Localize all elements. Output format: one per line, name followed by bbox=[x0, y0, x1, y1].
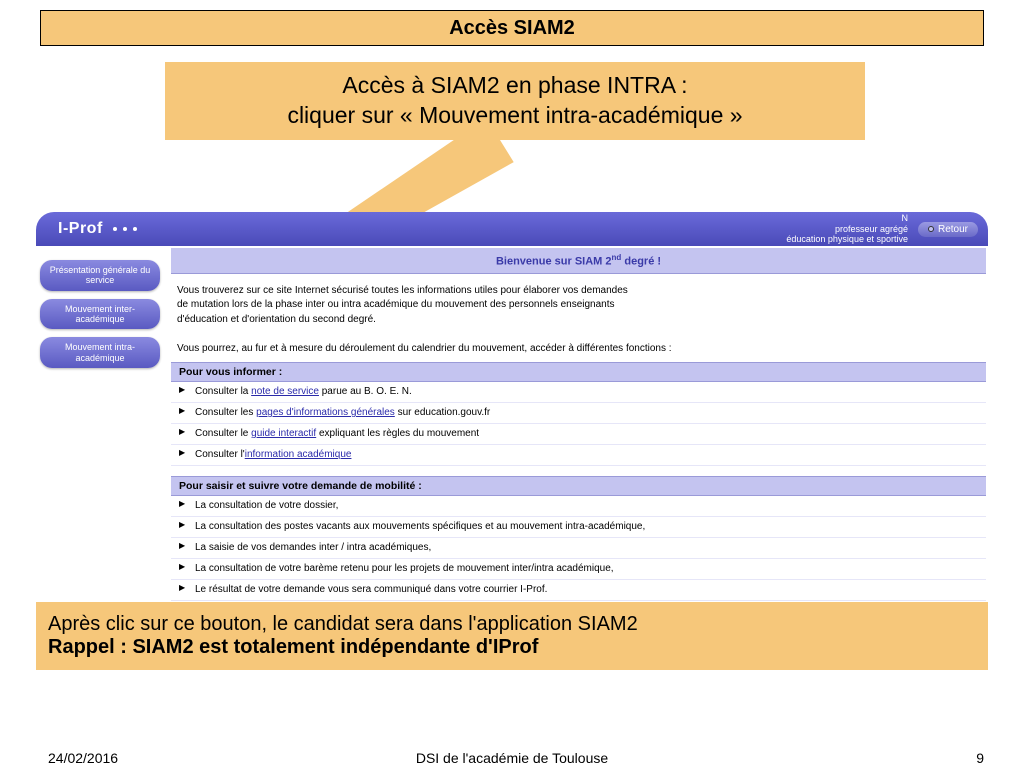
list-item: Consulter les pages d'informations génér… bbox=[171, 403, 986, 424]
list-item: Consulter le guide interactif expliquant… bbox=[171, 424, 986, 445]
link[interactable]: guide interactif bbox=[251, 428, 316, 439]
section-header-inform: Pour vous informer : bbox=[171, 362, 986, 382]
list-item: Consulter la note de service parue au B.… bbox=[171, 382, 986, 403]
list-item: La consultation de votre dossier, bbox=[171, 496, 986, 517]
section-mobilite-items: La consultation de votre dossier,La cons… bbox=[171, 496, 986, 601]
retour-dot-icon bbox=[928, 226, 934, 232]
list-item: Le résultat de votre demande vous sera c… bbox=[171, 580, 986, 601]
intro-text: Vous trouverez sur ce site Internet sécu… bbox=[171, 274, 986, 363]
callout-top: Accès à SIAM2 en phase INTRA : cliquer s… bbox=[165, 62, 865, 140]
list-item: La consultation de votre barème retenu p… bbox=[171, 559, 986, 580]
link[interactable]: pages d'informations générales bbox=[256, 407, 395, 418]
section-header-mobilite: Pour saisir et suivre votre demande de m… bbox=[171, 476, 986, 496]
list-item: La saisie de vos demandes inter / intra … bbox=[171, 538, 986, 559]
content-area: Bienvenue sur SIAM 2nd degré ! Vous trou… bbox=[171, 248, 986, 601]
list-item: Consulter l'information académique bbox=[171, 445, 986, 466]
callout-top-line2: cliquer sur « Mouvement intra-académique… bbox=[287, 101, 742, 131]
section-inform-items: Consulter la note de service parue au B.… bbox=[171, 382, 986, 466]
slide-title-bar: Accès SIAM2 bbox=[40, 10, 984, 46]
dots-icon bbox=[113, 227, 137, 231]
sidebar-item-mouvement-inter[interactable]: Mouvement inter-académique bbox=[40, 299, 160, 330]
welcome-banner: Bienvenue sur SIAM 2nd degré ! bbox=[171, 248, 986, 274]
slide-title: Accès SIAM2 bbox=[449, 17, 575, 40]
user-info: N professeur agrégé éducation physique e… bbox=[786, 213, 908, 245]
iprof-header: I-Prof N professeur agrégé éducation phy… bbox=[36, 212, 988, 246]
sidebar: Présentation générale du service Mouveme… bbox=[36, 252, 166, 376]
footer-page: 9 bbox=[976, 750, 984, 766]
retour-button[interactable]: Retour bbox=[918, 222, 978, 237]
callout-top-line1: Accès à SIAM2 en phase INTRA : bbox=[342, 71, 687, 101]
iprof-logo: I-Prof bbox=[58, 220, 137, 238]
footer-org: DSI de l'académie de Toulouse bbox=[0, 750, 1024, 766]
callout-bottom-line1: Après clic sur ce bouton, le candidat se… bbox=[48, 613, 976, 636]
sidebar-item-mouvement-intra[interactable]: Mouvement intra-académique bbox=[40, 337, 160, 368]
link[interactable]: note de service bbox=[251, 386, 319, 397]
callout-bottom-line2: Rappel : SIAM2 est totalement indépendan… bbox=[48, 636, 976, 659]
sidebar-item-presentation[interactable]: Présentation générale du service bbox=[40, 260, 160, 291]
link[interactable]: information académique bbox=[245, 449, 352, 460]
callout-bottom: Après clic sur ce bouton, le candidat se… bbox=[36, 602, 988, 670]
list-item: La consultation des postes vacants aux m… bbox=[171, 517, 986, 538]
iprof-screenshot: I-Prof N professeur agrégé éducation phy… bbox=[36, 212, 988, 586]
